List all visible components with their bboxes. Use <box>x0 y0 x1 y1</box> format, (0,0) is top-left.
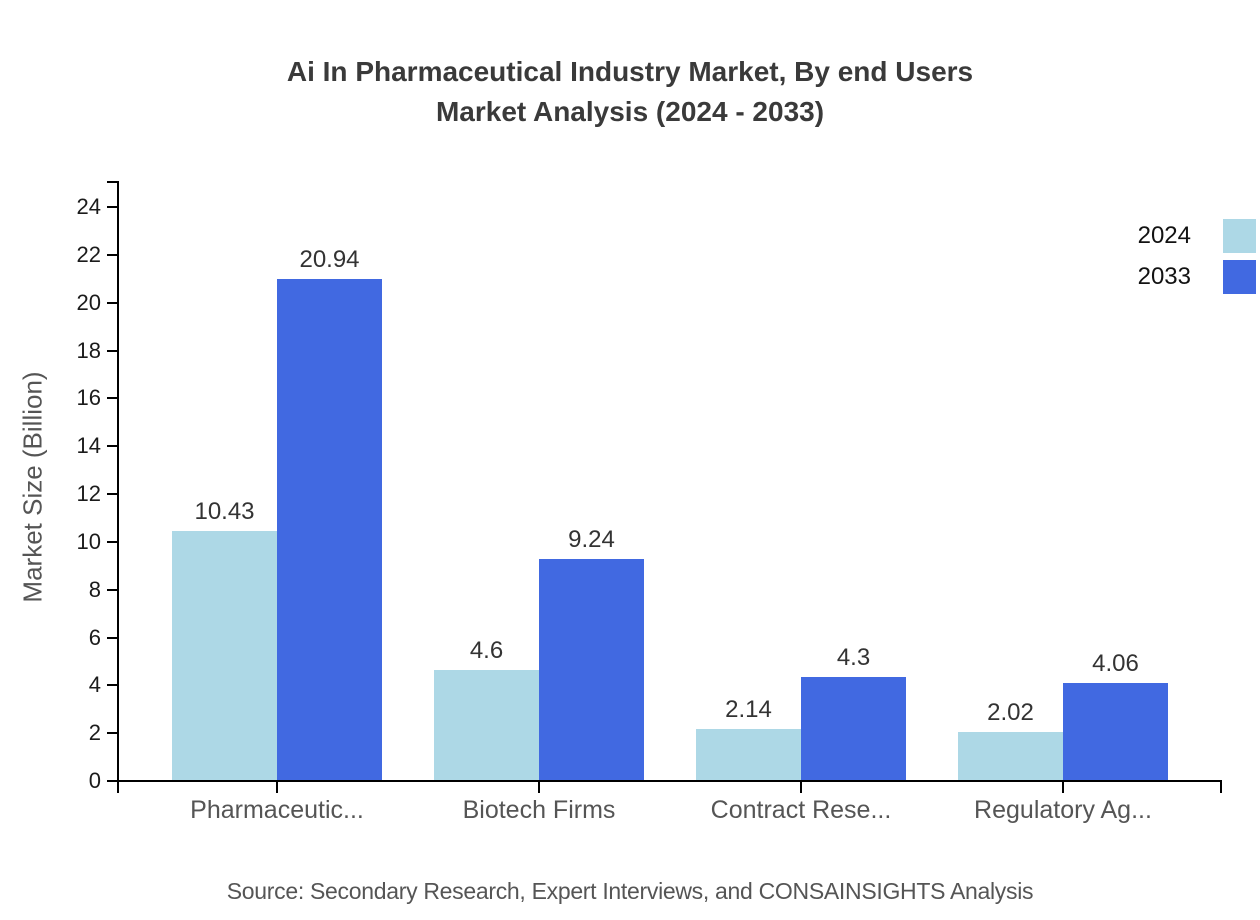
y-tick-14 <box>107 445 117 448</box>
value-label-2033-2: 4.3 <box>836 644 871 672</box>
y-tick-label-16: 16 <box>76 385 101 411</box>
y-axis-end-cap <box>107 181 117 183</box>
value-label-2033-0: 20.94 <box>299 246 360 274</box>
value-label-2024-0: 10.43 <box>194 497 255 525</box>
value-label-2024-1: 4.6 <box>469 636 504 664</box>
x-category-label-3: Regulatory Ag... <box>974 796 1152 824</box>
chart-title-line2: Market Analysis (2024 - 2033) <box>435 96 825 127</box>
y-tick-label-0: 0 <box>88 768 101 793</box>
y-axis-title: Market Size (Billion) <box>17 371 48 603</box>
y-tick-16 <box>107 397 117 400</box>
y-tick-12 <box>107 493 117 495</box>
y-tick-24 <box>107 206 117 208</box>
bar-2033-0 <box>277 279 382 780</box>
legend: 2024 2033 <box>1138 219 1256 301</box>
bar-2024-3 <box>958 731 1063 780</box>
legend-label-2024: 2024 <box>1137 222 1191 249</box>
legend-swatch-2024 <box>1223 219 1256 253</box>
legend-item-2024: 2024 <box>1138 219 1256 253</box>
y-tick-label-14: 14 <box>76 433 101 459</box>
x-tick-1 <box>538 780 540 793</box>
x-tick-3 <box>1062 780 1064 793</box>
y-tick-10 <box>107 540 117 543</box>
value-label-2024-2: 2.14 <box>725 695 772 723</box>
y-tick-label-20: 20 <box>76 289 101 315</box>
y-tick-8 <box>107 588 117 591</box>
x-category-label-2: Contract Rese... <box>710 796 892 824</box>
bar-2024-1 <box>434 669 539 780</box>
y-tick-label-8: 8 <box>88 576 101 602</box>
legend-label-2033: 2033 <box>1137 263 1191 290</box>
y-tick-4 <box>107 684 117 687</box>
y-tick-22 <box>107 253 117 256</box>
chart-title: Ai In Pharmaceutical Industry Market, By… <box>0 52 1260 132</box>
y-tick-label-18: 18 <box>76 337 101 363</box>
y-tick-label-12: 12 <box>76 481 101 506</box>
y-axis-line <box>117 181 119 793</box>
x-tick-2 <box>800 780 802 793</box>
x-category-label-1: Biotech Firms <box>462 796 616 824</box>
y-tick-label-2: 2 <box>88 720 101 746</box>
x-category-label-0: Pharmaceutic... <box>190 796 364 824</box>
value-label-2033-1: 9.24 <box>568 526 615 553</box>
x-axis-end-cap <box>1220 780 1222 793</box>
x-axis-line <box>117 780 1222 782</box>
y-tick-0 <box>107 780 117 782</box>
y-tick-label-24: 24 <box>76 194 101 219</box>
value-label-2024-3: 2.02 <box>987 698 1034 726</box>
y-tick-6 <box>107 636 117 639</box>
bar-2033-3 <box>1063 682 1168 780</box>
chart-title-line1: Ai In Pharmaceutical Industry Market, By… <box>286 56 974 87</box>
bar-2033-1 <box>539 559 644 780</box>
legend-item-2033: 2033 <box>1138 260 1256 294</box>
x-tick-0 <box>276 780 278 793</box>
y-tick-20 <box>107 301 117 304</box>
bar-2033-2 <box>801 677 906 780</box>
y-tick-label-22: 22 <box>76 241 101 267</box>
y-tick-18 <box>107 349 117 352</box>
y-tick-label-10: 10 <box>76 528 101 554</box>
bar-2024-0 <box>172 530 277 780</box>
value-label-2033-3: 4.06 <box>1092 649 1139 677</box>
y-tick-label-6: 6 <box>88 624 101 650</box>
legend-swatch-2033 <box>1223 260 1256 294</box>
bar-2024-2 <box>696 728 801 780</box>
source-note: Source: Secondary Research, Expert Inter… <box>226 878 1034 904</box>
y-tick-label-4: 4 <box>88 672 101 698</box>
y-tick-2 <box>107 732 117 735</box>
